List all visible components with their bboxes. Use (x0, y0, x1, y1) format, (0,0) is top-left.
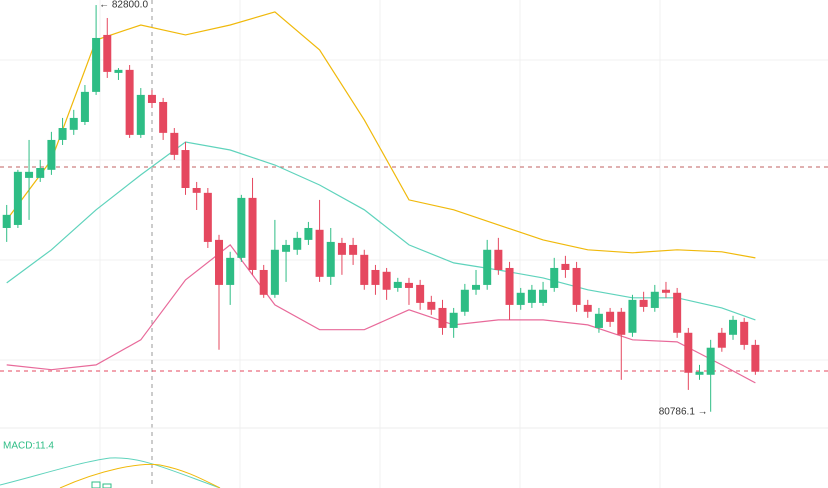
candle-body (561, 263, 570, 270)
candle-body (315, 229, 324, 277)
candle-body (695, 371, 704, 375)
candle-body (729, 319, 738, 335)
candle-body (47, 139, 56, 170)
candle-body (583, 304, 592, 312)
candle-body (550, 267, 559, 288)
price-annotation: ← 82800.0 (99, 0, 148, 11)
candle-body (516, 292, 525, 305)
candle-body (270, 249, 279, 295)
candle-body (505, 267, 514, 305)
candle-body (606, 311, 615, 322)
candle-body (416, 284, 425, 303)
macd-label: MACD:11.4 (3, 441, 54, 452)
candle-body (617, 311, 626, 335)
candle-body (706, 347, 715, 375)
candle-body (494, 249, 503, 270)
price-annotation: 80786.1 → (659, 406, 708, 417)
candle-body (237, 197, 246, 258)
candle-body (404, 282, 413, 288)
candle-body (282, 244, 291, 252)
candle-body (449, 312, 458, 328)
candle-body (2, 214, 11, 228)
candle-body (382, 271, 391, 290)
candle-body (226, 257, 235, 285)
candle-body (460, 289, 469, 312)
candle-body (337, 242, 346, 255)
candle-body (349, 244, 358, 255)
candle-body (673, 292, 682, 333)
macd-line (0, 457, 221, 488)
candle-body (650, 291, 659, 308)
candle-body (427, 301, 436, 310)
candle-body (58, 128, 67, 140)
signal-line (59, 463, 221, 488)
candle-body (13, 171, 22, 225)
candle-body (639, 299, 648, 307)
candle-body (181, 150, 190, 188)
candle-body (159, 101, 168, 133)
candle-body (69, 117, 78, 130)
candle-body (147, 94, 156, 103)
candle-body (36, 168, 45, 178)
candle-body (92, 37, 101, 92)
candle-body (393, 281, 402, 288)
candle-body (360, 254, 369, 285)
candle-body (684, 332, 693, 373)
band-line (6, 244, 756, 384)
candle-body (248, 197, 257, 270)
candle-body (483, 249, 492, 285)
candle-body (661, 289, 670, 293)
candle-body (125, 69, 134, 135)
candle-body (25, 171, 34, 178)
candle-body (539, 289, 548, 303)
candle-body (304, 227, 313, 240)
candle-body (203, 192, 212, 242)
candle-body (293, 237, 302, 250)
band-line (6, 11, 756, 259)
candle-body (215, 239, 224, 285)
candle-body (572, 267, 581, 305)
candle-body (192, 187, 201, 193)
candle-body (103, 34, 112, 72)
candle-body (628, 299, 637, 333)
candle-body (751, 344, 760, 372)
candle-body (740, 321, 749, 345)
candle-body (527, 289, 536, 303)
candle-body (472, 284, 481, 290)
candle-body (170, 132, 179, 155)
macd-bar (91, 481, 101, 488)
candle-body (371, 269, 380, 285)
candle-body (594, 313, 603, 328)
candle-body (717, 332, 726, 348)
band-line (6, 141, 756, 321)
candle-body (80, 91, 89, 122)
candle-body (326, 241, 335, 277)
candle-body (438, 307, 447, 328)
candle-body (136, 94, 145, 135)
candle-body (114, 69, 123, 73)
macd-bar (102, 483, 112, 488)
candle-body (259, 269, 268, 295)
